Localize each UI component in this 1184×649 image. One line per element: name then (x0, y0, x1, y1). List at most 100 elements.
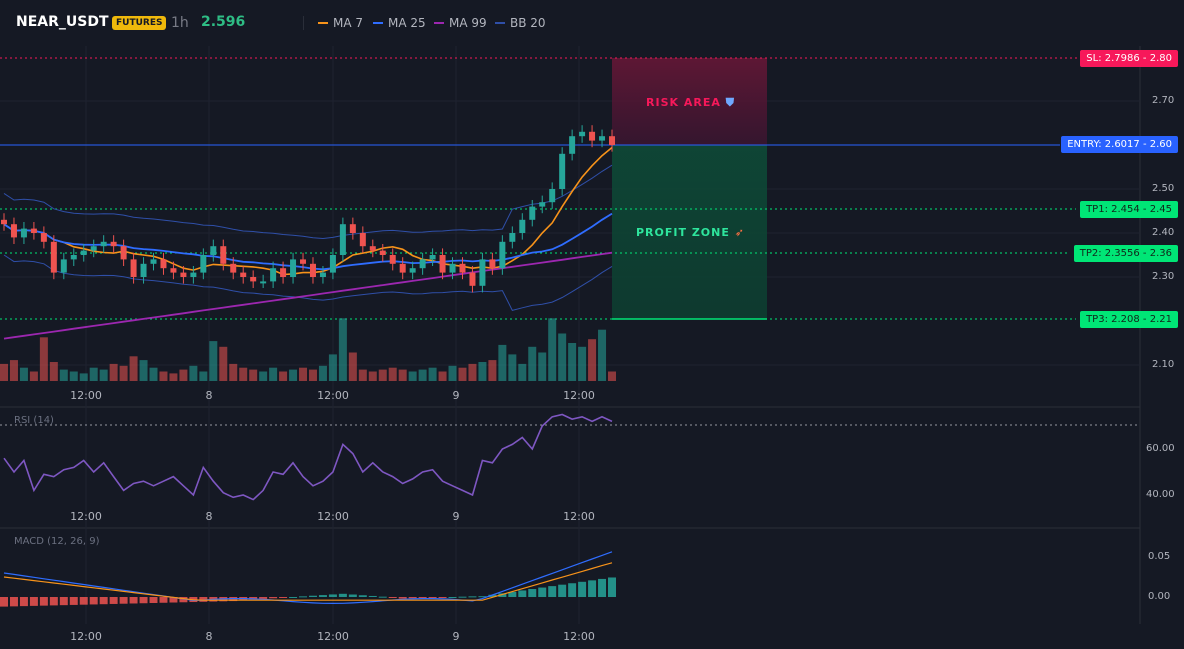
macd-indicator (0, 551, 616, 607)
tp1-label[interactable]: TP1: 2.454 - 2.45 (1080, 201, 1178, 218)
bb20-swatch (495, 22, 505, 24)
price-tick: 2.30 (1152, 271, 1175, 282)
legend-ma99[interactable]: MA 99 (434, 16, 487, 30)
sl-label[interactable]: SL: 2.7986 - 2.80 (1080, 50, 1178, 67)
vertical-grid (85, 46, 580, 624)
candle-body (309, 263, 316, 277)
candle-body (349, 224, 356, 233)
macd-histogram-bar (538, 587, 547, 597)
volume-bar (318, 365, 327, 381)
macd-histogram-bar (378, 596, 387, 598)
rsi-pane-label: RSI (14) (14, 415, 54, 426)
macd-histogram-bar (318, 595, 327, 597)
macd-histogram-bar (79, 597, 88, 605)
volume-bar (129, 356, 138, 381)
entry-label[interactable]: ENTRY: 2.6017 - 2.60 (1061, 136, 1178, 153)
horizontal-grid (0, 100, 1140, 366)
candlesticks[interactable] (1, 125, 615, 293)
legend-ma25[interactable]: MA 25 (373, 16, 426, 30)
candle-body (90, 246, 97, 251)
candle-body (290, 259, 297, 277)
candle-body (120, 246, 127, 260)
volume-bar (458, 367, 467, 381)
candle-body (489, 259, 496, 269)
volume-bar (508, 354, 517, 381)
volume-bar (19, 367, 28, 381)
time-label: 12:00 (70, 510, 102, 523)
macd-histogram-bar (588, 580, 597, 597)
time-label: 12:00 (70, 389, 102, 402)
time-label: 12:00 (563, 389, 595, 402)
macd-axis-tick: 0.05 (1148, 551, 1171, 562)
candle-body (569, 136, 576, 154)
macd-line (3, 551, 613, 605)
volume-bar (209, 341, 218, 381)
macd-histogram-bar (608, 577, 616, 597)
volume-bar (348, 352, 357, 381)
volume-bar (29, 371, 38, 381)
header-divider (303, 16, 304, 30)
macd-histogram-bar (49, 597, 58, 606)
volume-bar (378, 369, 387, 381)
ma7-swatch (318, 22, 328, 24)
risk-area-zone (612, 58, 767, 145)
candle-body (549, 189, 556, 203)
macd-histogram-bar (368, 595, 377, 597)
macd-histogram-bar (458, 596, 467, 598)
candle-body (419, 259, 426, 269)
profit-zone-label: PROFIT ZONE ➶ (636, 226, 745, 239)
volume-bar (49, 362, 58, 381)
volume-bar (608, 371, 616, 381)
candle-body (130, 259, 137, 277)
volume-bar (568, 343, 577, 381)
volume-bar (139, 360, 148, 381)
volume-bar (408, 371, 417, 381)
volume-bar (438, 371, 447, 381)
macd-histogram-bar (259, 597, 268, 599)
timeframe-selector[interactable]: 1h (171, 15, 189, 31)
volume-bar (59, 369, 68, 381)
volume-bar (179, 369, 188, 381)
candle-body (599, 136, 606, 141)
macd-histogram-bar (69, 597, 78, 605)
candle-body (469, 272, 476, 286)
legend-ma7[interactable]: MA 7 (318, 16, 363, 30)
macd-histogram-bar (388, 597, 397, 598)
tp2-label[interactable]: TP2: 2.3556 - 2.36 (1073, 245, 1178, 262)
rsi-axis-tick: 60.00 (1146, 443, 1175, 454)
volume-bar (398, 369, 407, 381)
time-label: 9 (452, 510, 460, 523)
candle-body (539, 202, 546, 207)
last-price: 2.596 (201, 14, 246, 30)
legend-bb20[interactable]: BB 20 (495, 16, 546, 30)
symbol-name[interactable]: NEAR_USDT (16, 14, 109, 30)
volume-bar (338, 318, 347, 381)
candle-body (260, 281, 267, 284)
price-tick: 2.70 (1152, 95, 1175, 106)
macd-histogram-bar (159, 597, 168, 603)
candle-body (20, 228, 27, 238)
legend-ma25-label: MA 25 (388, 16, 426, 30)
ma25-swatch (373, 22, 383, 24)
candle-body (100, 241, 107, 247)
candle-body (439, 255, 446, 273)
tp3-label[interactable]: TP3: 2.208 - 2.21 (1080, 311, 1178, 328)
volume-bar (528, 346, 537, 381)
macd-pane-label: MACD (12, 26, 9) (14, 536, 100, 547)
volume-bar (39, 337, 48, 381)
rsi-path (3, 413, 613, 501)
volume-bars (0, 318, 616, 381)
time-label: 9 (452, 389, 460, 402)
macd-histogram-bar (249, 597, 258, 600)
volume-bar (189, 365, 198, 381)
macd-histogram-bar (408, 597, 417, 599)
volume-bar (388, 367, 397, 381)
candle-body (519, 219, 526, 233)
macd-histogram-bar (348, 594, 357, 597)
macd-histogram-bar (328, 594, 337, 597)
volume-bar (0, 363, 8, 381)
macd-histogram-bar (29, 597, 38, 606)
candle-body (140, 263, 147, 277)
bb-lower (3, 254, 613, 311)
